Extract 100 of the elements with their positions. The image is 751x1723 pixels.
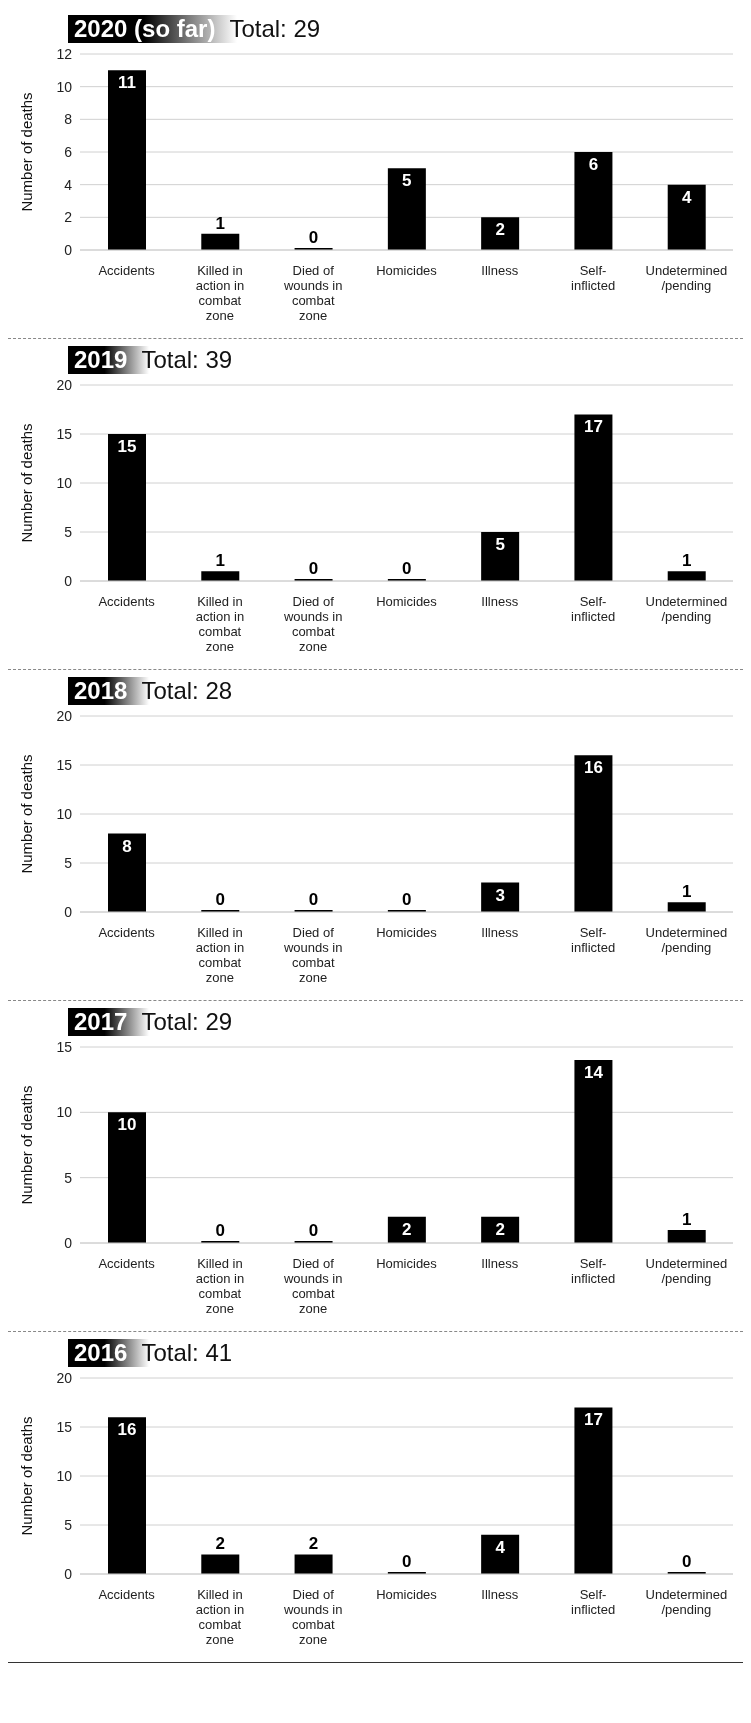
x-tick-label: Illness <box>481 594 519 609</box>
y-tick-label: 20 <box>56 1369 73 1386</box>
data-label: 2 <box>495 1219 505 1239</box>
x-tick-label: Homicides <box>376 925 438 940</box>
data-label: 0 <box>681 1552 692 1571</box>
x-tick-label: Self-inflicted <box>571 594 616 624</box>
data-label: 0 <box>402 559 412 578</box>
y-tick-label: 0 <box>64 1234 73 1251</box>
chart-title: 2019 <box>74 346 128 373</box>
x-tick-label: Died of wounds in combat zone <box>282 263 343 323</box>
data-label: 0 <box>308 228 319 247</box>
x-tick-label: Killed in action in combat zone <box>195 925 245 985</box>
y-tick-label: 8 <box>64 111 73 128</box>
data-label: 3 <box>495 885 505 905</box>
data-label: 5 <box>402 171 412 191</box>
x-tick-label: Accidents <box>98 925 156 940</box>
y-tick-label: 10 <box>56 78 73 95</box>
y-tick-label: 5 <box>64 1516 73 1533</box>
x-tick-label: Accidents <box>98 263 156 278</box>
x-tick-label: Died of wounds in combat zone <box>282 594 343 654</box>
data-label: 6 <box>588 155 599 174</box>
y-tick-label: 15 <box>56 425 73 442</box>
y-tick-label: 10 <box>56 805 73 822</box>
y-tick-label: 15 <box>56 756 73 773</box>
data-label: 0 <box>308 559 319 578</box>
x-tick-label: Died of wounds in combat zone <box>282 925 343 985</box>
data-label: 1 <box>681 882 692 902</box>
data-label: 8 <box>122 836 132 856</box>
x-tick-label: Illness <box>481 263 519 278</box>
y-tick-label: 0 <box>64 572 73 589</box>
data-label: 17 <box>583 1410 603 1430</box>
y-tick-label: 4 <box>64 176 73 193</box>
chart-title: 2016 <box>74 1339 128 1366</box>
x-tick-label: Undetermined /pending <box>645 1256 728 1286</box>
y-tick-label: 2 <box>64 209 73 226</box>
y-axis-title: Number of deaths <box>18 754 36 874</box>
data-label: 2 <box>215 1534 226 1554</box>
data-label: 16 <box>583 758 603 778</box>
x-tick-label: Illness <box>481 1587 519 1602</box>
x-tick-label: Died of wounds in combat zone <box>282 1256 343 1316</box>
chart-title: 2017 <box>74 1008 128 1035</box>
x-tick-label: Undetermined /pending <box>645 925 728 955</box>
y-tick-label: 15 <box>56 1038 73 1055</box>
x-tick-label: Illness <box>481 1256 519 1271</box>
chart-subtitle: Total: 29 <box>141 1008 233 1036</box>
data-label: 14 <box>583 1063 604 1083</box>
x-tick-label: Accidents <box>98 594 156 609</box>
x-tick-label: Self-inflicted <box>571 263 616 293</box>
data-label: 1 <box>681 1209 692 1229</box>
data-label: 4 <box>495 1537 506 1557</box>
data-label: 5 <box>495 535 505 554</box>
y-tick-label: 12 <box>56 45 73 62</box>
data-label: 0 <box>402 1552 412 1571</box>
y-axis-title: Number of deaths <box>18 92 36 212</box>
y-axis-title: Number of deaths <box>18 1085 36 1205</box>
y-tick-label: 0 <box>64 903 73 920</box>
chart-subtitle: Total: 41 <box>141 1339 233 1367</box>
data-label: 1 <box>215 213 226 233</box>
chart-title: 2020 (so far) <box>74 15 216 42</box>
y-tick-label: 20 <box>56 376 73 393</box>
data-label: 17 <box>583 417 603 437</box>
x-tick-label: Illness <box>481 925 519 940</box>
x-tick-label: Killed in action in combat zone <box>195 1587 245 1647</box>
chart-title: 2018 <box>74 677 128 704</box>
x-tick-label: Died of wounds in combat zone <box>282 1587 343 1647</box>
chart-subtitle: Total: 39 <box>141 346 233 374</box>
y-tick-label: 15 <box>56 1418 73 1435</box>
chart-subtitle: Total: 28 <box>141 677 233 705</box>
data-label: 10 <box>117 1115 137 1135</box>
x-tick-label: Killed in action in combat zone <box>195 1256 245 1316</box>
y-tick-label: 10 <box>56 1467 73 1484</box>
x-tick-label: Homicides <box>376 1256 438 1271</box>
x-tick-label: Killed in action in combat zone <box>195 594 245 654</box>
data-label: 11 <box>118 73 136 93</box>
data-label: 0 <box>308 1221 319 1240</box>
x-tick-label: Killed in action in combat zone <box>195 263 245 323</box>
y-tick-label: 10 <box>56 1104 73 1121</box>
y-tick-label: 0 <box>64 1565 73 1582</box>
x-tick-label: Homicides <box>376 1587 438 1602</box>
y-tick-label: 5 <box>64 854 73 871</box>
data-label: 0 <box>215 1221 226 1240</box>
data-label: 16 <box>117 1420 137 1440</box>
y-tick-label: 5 <box>64 523 73 540</box>
y-tick-label: 0 <box>64 241 73 258</box>
data-label: 2 <box>308 1534 319 1554</box>
y-tick-label: 5 <box>64 1169 73 1186</box>
data-label: 2 <box>495 220 505 240</box>
x-tick-label: Accidents <box>98 1587 156 1602</box>
x-tick-label: Undetermined /pending <box>645 1587 728 1617</box>
data-label: 0 <box>308 890 319 909</box>
x-tick-label: Homicides <box>376 594 438 609</box>
data-label: 15 <box>117 437 137 456</box>
y-tick-label: 10 <box>56 474 73 491</box>
data-label: 4 <box>681 187 692 207</box>
y-axis-title: Number of deaths <box>18 1416 36 1536</box>
x-tick-label: Self-inflicted <box>571 1256 616 1286</box>
x-tick-label: Undetermined /pending <box>645 594 728 624</box>
y-tick-label: 6 <box>64 143 73 160</box>
data-label: 1 <box>215 551 226 571</box>
data-label: 0 <box>402 890 412 909</box>
